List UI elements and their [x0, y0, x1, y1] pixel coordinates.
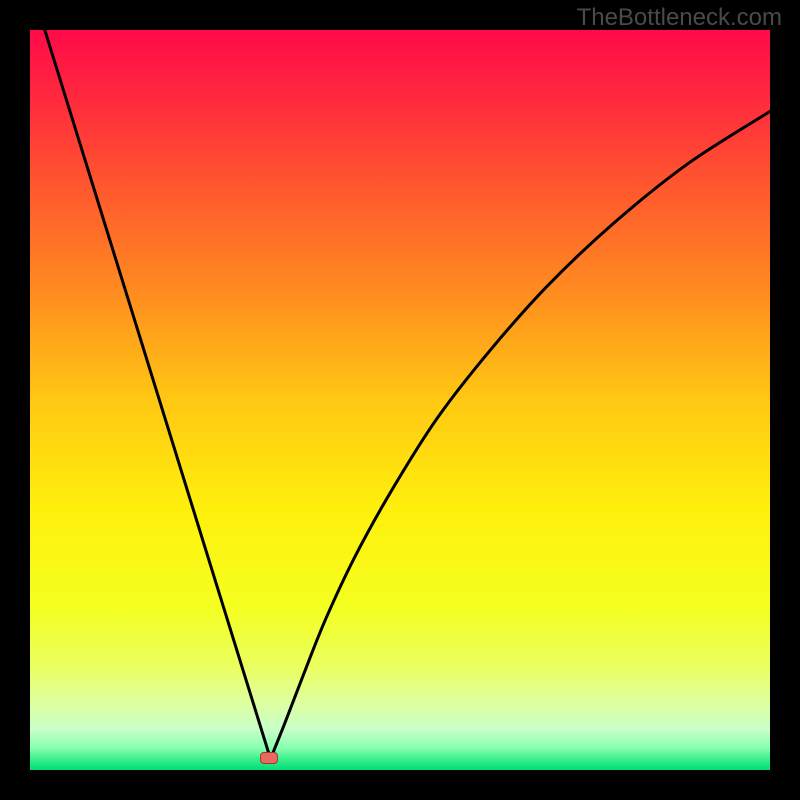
chart-stage: TheBottleneck.com	[0, 0, 800, 800]
optimal-point-marker	[260, 752, 278, 764]
plot-area	[30, 30, 770, 770]
attribution-label: TheBottleneck.com	[577, 4, 782, 32]
curve-path	[45, 30, 770, 759]
bottleneck-curve	[30, 30, 770, 770]
